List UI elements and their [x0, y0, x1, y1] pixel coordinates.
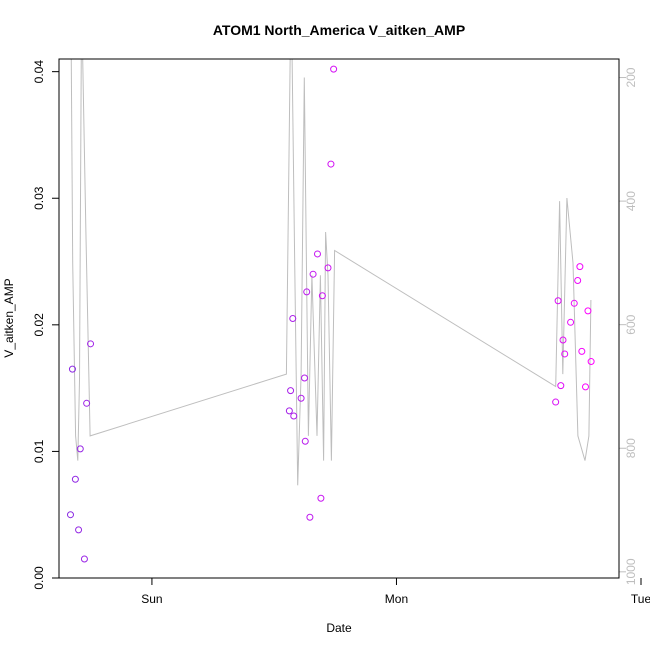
data-point	[584, 307, 592, 315]
data-point	[303, 288, 311, 296]
data-point	[587, 358, 595, 366]
x-tick-label: Mon	[385, 592, 408, 606]
data-point	[83, 399, 91, 407]
data-point	[313, 250, 321, 258]
series-line-layer	[70, 59, 592, 486]
data-point	[570, 299, 578, 307]
right-tick-label: 200	[624, 67, 638, 87]
data-point	[66, 511, 74, 519]
data-point	[552, 398, 560, 406]
y-tick-label: 0.00	[32, 566, 46, 590]
data-point	[287, 387, 295, 395]
data-point	[324, 264, 332, 272]
right-tick-label: 600	[624, 314, 638, 334]
data-point	[75, 526, 83, 534]
data-point	[309, 270, 317, 278]
data-point	[581, 383, 589, 391]
data-point	[327, 160, 335, 168]
data-point	[290, 412, 298, 420]
data-point	[559, 336, 567, 344]
data-point	[554, 297, 562, 305]
right-tick-label: 400	[624, 191, 638, 211]
y-axis-label: V_aitken_AMP	[2, 278, 16, 357]
data-point	[289, 315, 297, 322]
data-point	[297, 394, 305, 402]
data-point	[80, 555, 88, 563]
y-tick-label: 0.01	[32, 439, 46, 463]
data-point	[301, 374, 309, 382]
x-tick-label: Tue	[631, 592, 650, 606]
data-point	[87, 340, 95, 348]
x-axis-label: Date	[326, 621, 352, 635]
chart-title: ATOM1 North_America V_aitken_AMP	[213, 22, 465, 38]
data-point	[317, 494, 325, 502]
y-tick-label: 0.04	[32, 60, 46, 84]
right-tick-label: 800	[624, 438, 638, 458]
series-line	[70, 59, 592, 486]
data-point	[318, 292, 326, 300]
x-tick-label: Sun	[141, 592, 162, 606]
right-tick-label: 1000	[624, 558, 638, 585]
data-point	[567, 318, 575, 326]
data-point	[71, 475, 79, 483]
data-point	[578, 347, 586, 355]
data-point	[301, 437, 309, 445]
plot-frame	[58, 58, 620, 579]
data-point	[285, 407, 293, 415]
series-points-layer	[66, 65, 595, 563]
data-point	[574, 277, 582, 285]
data-point	[561, 350, 569, 358]
data-point	[576, 263, 584, 271]
data-point	[76, 445, 84, 453]
y-tick-label: 0.02	[32, 313, 46, 337]
data-point	[557, 382, 565, 390]
axes: 0.00 0.01 0.02 0.03 0.04 200 400 600 800 1000 Sun M…	[32, 60, 650, 606]
data-point	[68, 365, 76, 373]
data-point	[306, 513, 314, 521]
data-point	[330, 65, 338, 73]
y-tick-label: 0.03	[32, 186, 46, 210]
